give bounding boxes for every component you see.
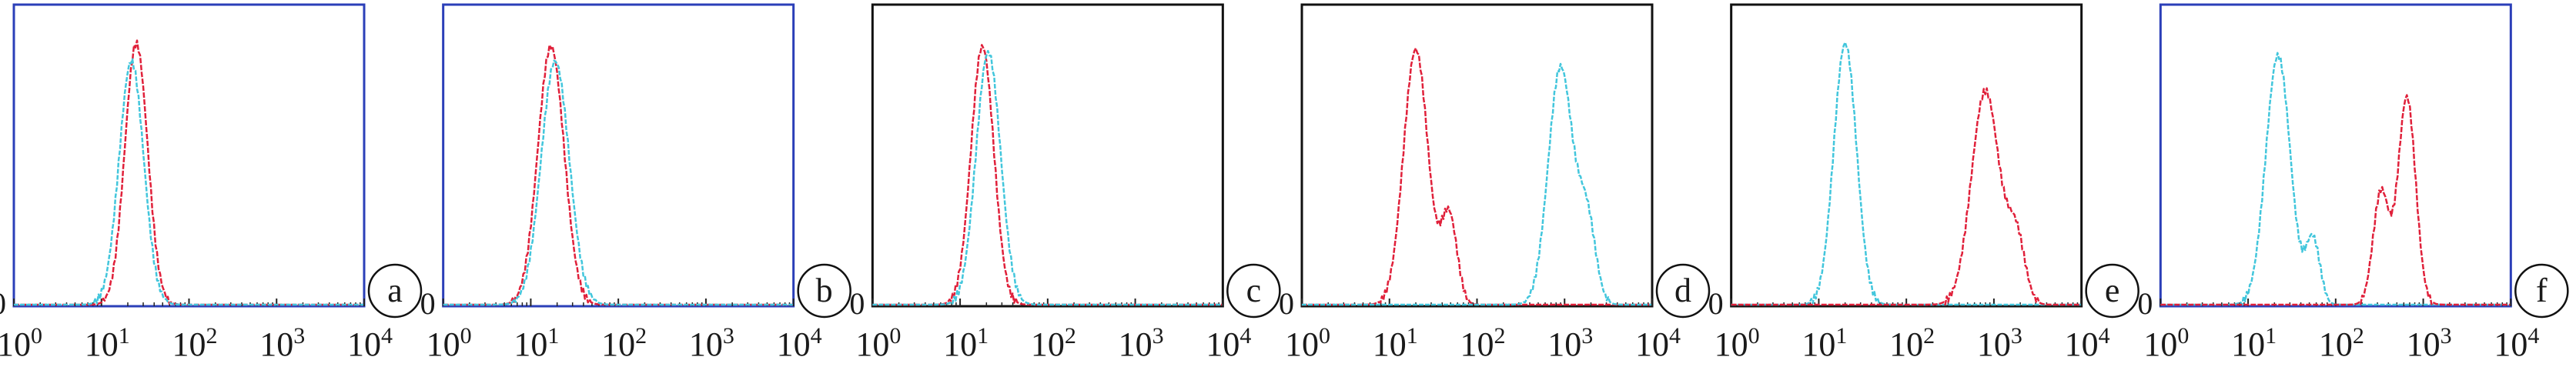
histogram-series-cyan	[1731, 41, 2081, 306]
plot-frame	[1300, 3, 1654, 308]
panel-label-circle	[1655, 263, 1711, 319]
y-zero-label: 0	[420, 286, 436, 321]
panel-label: e	[2105, 272, 2120, 309]
panel-label-circle	[2085, 263, 2139, 319]
x-tick-label: 103	[1977, 323, 2022, 363]
histogram-series-red	[14, 39, 363, 306]
y-zero-label: 0	[1279, 286, 1294, 321]
histogram-series-cyan	[14, 58, 363, 306]
y-zero-label: 0	[0, 286, 6, 321]
panel-label-circle	[2514, 263, 2569, 319]
plot-frame	[442, 3, 795, 308]
x-tick-label: 103	[1547, 323, 1593, 363]
panel-label-circle	[797, 263, 851, 319]
x-tick-label: 100	[427, 323, 472, 363]
histogram-series-cyan	[1302, 62, 1651, 306]
x-tick-label: 102	[1460, 323, 1506, 363]
x-tick-label: 101	[943, 323, 989, 363]
histogram-series-red	[1731, 87, 2081, 306]
histogram-series-red	[2160, 94, 2511, 306]
y-zero-label: 0	[2137, 286, 2153, 321]
x-tick-label: 100	[1715, 323, 1760, 363]
x-tick-label: 100	[1285, 323, 1330, 363]
panel-label: c	[1246, 272, 1262, 309]
x-tick-label: 103	[259, 323, 305, 363]
x-tick-label: 103	[689, 323, 734, 363]
y-zero-label: 0	[1708, 286, 1724, 321]
x-tick-label: 102	[172, 323, 218, 363]
x-tick-label: 101	[2231, 323, 2277, 363]
x-tick-label: 100	[2143, 323, 2189, 363]
panel-label-circle	[1226, 263, 1281, 319]
plot-frame	[12, 3, 366, 308]
y-zero-label: 0	[849, 286, 865, 321]
x-tick-label: 101	[1373, 323, 1418, 363]
histogram-series-cyan	[443, 59, 793, 306]
histogram-series-red	[872, 44, 1223, 306]
plot-frame	[871, 3, 1224, 308]
x-tick-label: 101	[514, 323, 559, 363]
x-tick-label: 102	[1031, 323, 1076, 363]
plot-frame	[2159, 3, 2512, 308]
x-tick-label: 104	[1206, 323, 1251, 363]
histogram-series-cyan	[872, 49, 1223, 306]
panel-label: a	[387, 272, 403, 309]
x-tick-label: 104	[347, 323, 393, 363]
x-tick-label: 101	[85, 323, 130, 363]
x-tick-label: 102	[601, 323, 647, 363]
histogram-series-cyan	[2160, 52, 2511, 306]
x-tick-label: 103	[1119, 323, 1164, 363]
x-tick-label: 104	[2065, 323, 2110, 363]
panel-label: b	[816, 272, 833, 309]
x-tick-label: 102	[2319, 323, 2364, 363]
x-tick-label: 104	[1635, 323, 1681, 363]
x-tick-label: 104	[2494, 323, 2539, 363]
panel-label: f	[2536, 272, 2548, 309]
x-tick-label: 100	[855, 323, 901, 363]
panel-label-circle	[367, 263, 423, 319]
x-tick-label: 101	[1802, 323, 1847, 363]
histogram-series-red	[443, 44, 793, 306]
plot-frame	[1730, 3, 2083, 308]
x-tick-label: 103	[2407, 323, 2452, 363]
x-tick-label: 104	[777, 323, 822, 363]
x-tick-label: 102	[1889, 323, 1935, 363]
x-tick-label: 100	[0, 323, 42, 363]
panel-label: d	[1674, 272, 1691, 309]
